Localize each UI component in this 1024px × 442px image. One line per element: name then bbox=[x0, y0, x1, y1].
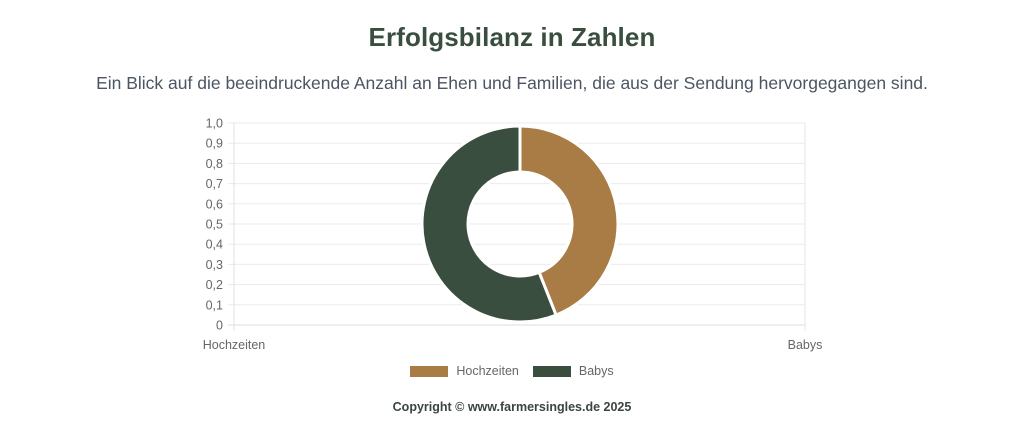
y-tick-label: 0,8 bbox=[206, 157, 223, 171]
y-axis-ticks: 0 0,1 0,2 0,3 0,4 0,5 0,6 0,7 0,8 0,9 1,0 bbox=[206, 117, 223, 333]
y-tick-label: 0,1 bbox=[206, 298, 223, 312]
doughnut-chart bbox=[420, 124, 620, 324]
y-tick-label: 0 bbox=[216, 319, 223, 333]
doughnut-segment-hochzeiten[interactable] bbox=[518, 124, 620, 318]
legend-swatch-hochzeiten bbox=[410, 365, 449, 377]
y-tick-label: 0,7 bbox=[206, 177, 223, 191]
y-tick-label: 0,3 bbox=[206, 258, 223, 272]
y-tick-label: 0,9 bbox=[206, 137, 223, 151]
copyright-footer: Copyright © www.farmersingles.de 2025 bbox=[392, 400, 632, 414]
y-tick-label: 0,4 bbox=[206, 238, 223, 252]
legend-item-babys[interactable]: Babys bbox=[532, 364, 614, 378]
x-tick-label: Babys bbox=[788, 338, 823, 352]
page-subtitle: Ein Blick auf die beeindruckende Anzahl … bbox=[96, 73, 928, 93]
page-title: Erfolgsbilanz in Zahlen bbox=[368, 22, 656, 52]
x-tick-label: Hochzeiten bbox=[203, 338, 266, 352]
legend-label-babys: Babys bbox=[578, 364, 614, 378]
legend-item-hochzeiten[interactable]: Hochzeiten bbox=[410, 364, 519, 378]
y-tick-label: 0,5 bbox=[206, 218, 223, 232]
y-tick-label: 1,0 bbox=[206, 117, 223, 131]
chart-legend: Hochzeiten Babys bbox=[0, 364, 1024, 378]
x-axis-ticks: Hochzeiten Babys bbox=[203, 338, 823, 352]
y-tick-label: 0,6 bbox=[206, 197, 223, 211]
y-tick-label: 0,2 bbox=[206, 278, 223, 292]
chart-grid bbox=[228, 122, 806, 331]
legend-swatch-babys bbox=[532, 365, 571, 377]
doughnut-segment-babys[interactable] bbox=[420, 124, 559, 324]
legend-label-hochzeiten: Hochzeiten bbox=[456, 364, 519, 378]
